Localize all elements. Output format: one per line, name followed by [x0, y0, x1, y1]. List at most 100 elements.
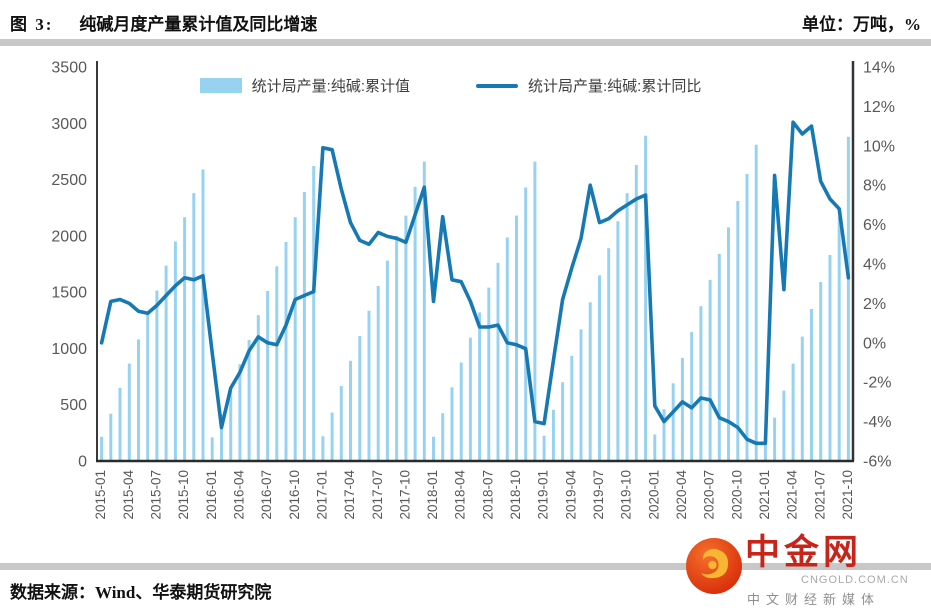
bar: [699, 306, 703, 461]
bar: [736, 201, 740, 461]
x-axis-tick-label: 2017-01: [314, 470, 329, 520]
legend-item-bar: 统计局产量:纯碱:累计值: [199, 75, 410, 96]
x-axis-tick-label: 2017-10: [397, 470, 412, 520]
bar: [588, 302, 592, 461]
chart-legend: 统计局产量:纯碱:累计值 统计局产量:纯碱:累计同比: [60, 75, 841, 96]
bar: [745, 173, 749, 461]
x-axis-tick-label: 2021-01: [757, 470, 772, 520]
bottom-divider: [0, 563, 931, 570]
bar: [634, 164, 638, 461]
bar: [524, 187, 528, 461]
bar: [533, 161, 537, 461]
bar: [680, 358, 684, 461]
bar: [644, 135, 648, 461]
x-axis-tick-label: 2016-07: [259, 470, 274, 520]
top-divider: [0, 39, 931, 46]
x-axis-tick-label: 2020-10: [729, 470, 744, 520]
x-axis-tick-label: 2020-04: [674, 470, 689, 520]
cngold-badge-icon: [686, 538, 742, 594]
bar: [459, 362, 463, 461]
bar: [671, 383, 675, 461]
bar-swatch-icon: [199, 78, 242, 93]
bar: [385, 260, 389, 461]
left-axis-tick-label: 3000: [51, 116, 87, 133]
bar: [238, 364, 242, 461]
bar: [127, 363, 131, 461]
x-axis-tick-label: 2021-10: [840, 470, 855, 520]
x-axis-tick-label: 2021-04: [785, 470, 800, 520]
bar: [515, 215, 518, 461]
bar: [478, 312, 482, 461]
x-axis-tick-label: 2015-01: [93, 470, 108, 520]
bar: [846, 136, 850, 462]
bar: [810, 309, 813, 461]
bar: [100, 436, 104, 461]
legend-label-bar: 统计局产量:纯碱:累计值: [251, 78, 410, 95]
legend-label-line: 统计局产量:纯碱:累计同比: [528, 78, 702, 95]
figure-number-label: 图 3:: [10, 15, 54, 34]
bar: [598, 275, 601, 461]
bar: [791, 363, 795, 461]
bar: [266, 291, 270, 461]
left-axis-tick-label: 1000: [51, 341, 87, 358]
bar: [413, 186, 417, 461]
x-axis-tick-label: 2019-07: [591, 470, 606, 520]
bar: [551, 409, 555, 461]
bar: [118, 387, 122, 461]
bar: [432, 436, 435, 461]
bar: [837, 216, 841, 461]
bar: [441, 413, 445, 461]
right-axis-tick-label: 0%: [863, 335, 886, 352]
bar: [339, 386, 343, 461]
unit-label: 单位：万吨，%: [802, 15, 921, 34]
right-axis-tick-label: 4%: [863, 257, 886, 274]
figure-title-left: 图 3: 纯碱月度产量累计值及同比增速: [10, 10, 317, 35]
bar: [754, 144, 758, 461]
right-axis-tick-label: 6%: [863, 217, 886, 234]
chart-area: 0 500 1000 1500 2000 2500 3000 3500 -6% -4% -2% 0% 2…: [0, 47, 931, 557]
bar: [247, 340, 251, 461]
x-axis-tick-label: 2016-04: [231, 470, 246, 520]
left-axis-tick-label: 0: [78, 454, 87, 471]
trend-line: [99, 120, 851, 446]
bar: [192, 193, 196, 461]
x-axis-tick-label: 2016-10: [287, 470, 302, 520]
bar: [616, 221, 620, 461]
bar: [321, 436, 325, 461]
left-axis-tick-label: 2000: [51, 228, 87, 245]
bar: [708, 279, 712, 461]
bar: [210, 437, 214, 461]
bar: [487, 287, 491, 461]
right-axis-tick-label: -6%: [863, 454, 891, 471]
bar: [828, 255, 832, 461]
source-prefix: 数据来源：: [10, 583, 95, 602]
right-axis-tick-label: 8%: [863, 178, 886, 195]
x-axis-tick-label: 2015-07: [148, 470, 163, 520]
x-axis-tick-label: 2018-01: [425, 470, 440, 520]
x-axis-tick-label: 2019-04: [563, 470, 578, 520]
x-axis-tick-label: 2019-01: [536, 470, 551, 520]
line-swatch-icon: [476, 83, 518, 88]
x-axis-tick-label: 2015-04: [121, 470, 136, 520]
bar: [653, 434, 657, 461]
bar: [146, 314, 150, 461]
x-axis-tick-label: 2018-04: [453, 470, 468, 520]
bar: [173, 241, 177, 461]
x-axis-tick-label: 2016-01: [204, 470, 219, 520]
figure-title: 纯碱月度产量累计值及同比增速: [79, 15, 318, 34]
x-axis-tick-label: 2018-10: [508, 470, 523, 520]
bar: [349, 360, 352, 461]
x-axis-tick-label: 2021-07: [812, 470, 827, 520]
bar: [220, 414, 223, 461]
right-axis-tick-label: 14%: [863, 60, 895, 77]
bar: [717, 253, 721, 461]
right-axis-tick-label: -2%: [863, 375, 891, 392]
data-source-row: 数据来源：Wind、华泰期货研究院: [10, 578, 271, 603]
cngold-logo: 中金网 CNGOLD.COM.CN 中文财经新媒体: [685, 533, 925, 609]
bar: [561, 382, 565, 461]
bar: [293, 217, 297, 461]
bar: [183, 217, 187, 461]
right-axis-tick-label: -4%: [863, 414, 891, 431]
bar: [625, 193, 629, 461]
